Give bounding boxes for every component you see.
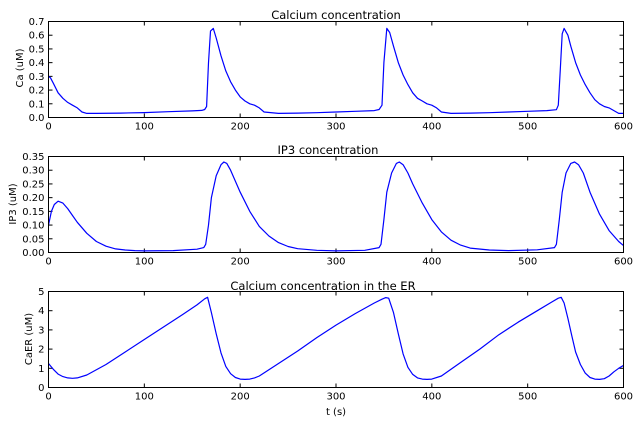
x-tick-label: 200 (231, 122, 250, 133)
x-tick-label: 600 (614, 392, 633, 403)
y-tick-label: 2 (38, 345, 44, 356)
ip3-concentration-panel: IP3 concentration IP3 (uM) 0 100 200 300 400… (8, 143, 633, 268)
y-tick-label: 0.05 (22, 234, 44, 245)
y-tick-label: 0.6 (29, 31, 45, 42)
plot-title: Calcium concentration (271, 8, 401, 22)
x-tick-label: 0 (45, 257, 51, 268)
axis-ticks: 0 100 200 300 400 500 600 0 1 2 3 4 5 (38, 287, 633, 403)
y-tick-label: 0.4 (29, 58, 45, 69)
x-tick-label: 300 (326, 392, 345, 403)
plot-title: Calcium concentration in the ER (230, 279, 415, 293)
x-tick-label: 500 (518, 257, 537, 268)
plot-frame (48, 291, 624, 388)
series-layer (48, 296, 624, 380)
x-tick-label: 400 (422, 257, 441, 268)
x-tick-label: 400 (422, 392, 441, 403)
y-tick-label: 0.7 (29, 17, 45, 28)
y-tick-label: 0.30 (22, 166, 44, 177)
y-tick-label: 0.20 (22, 193, 44, 204)
calcium-concentration-panel: Calcium concentration Ca (uM) 0 100 200 300… (15, 8, 633, 133)
y-tick-label: 0.0 (29, 113, 45, 124)
x-tick-label: 0 (45, 392, 51, 403)
series-line (48, 27, 624, 115)
axis-ticks: 0 100 200 300 400 500 600 0.0 0.1 0.2 0.3 0.4 0.5 0.6… (29, 17, 633, 133)
series-line (47, 161, 624, 252)
x-tick-label: 200 (231, 257, 250, 268)
series-layer (48, 27, 624, 115)
x-axis-label: t (s) (326, 407, 346, 418)
y-tick-label: 0.1 (29, 99, 45, 110)
y-tick-label: 0.2 (29, 86, 45, 97)
x-tick-label: 300 (326, 122, 345, 133)
y-tick-label: 0.3 (29, 72, 45, 83)
x-tick-label: 300 (326, 257, 345, 268)
y-tick-label: 3 (38, 325, 44, 336)
y-tick-label: 0.25 (22, 179, 44, 190)
y-tick-label: 0 (38, 383, 44, 394)
y-axis-label: IP3 (uM) (8, 183, 19, 224)
x-tick-label: 400 (422, 122, 441, 133)
series-layer (47, 161, 624, 252)
y-axis-label: Ca (uM) (15, 48, 26, 87)
y-axis-label: CaER (uM) (24, 313, 35, 365)
x-tick-label: 500 (518, 392, 537, 403)
x-tick-label: 600 (614, 122, 633, 133)
axis-ticks: 0 100 200 300 400 500 600 0.00 0.05 0.10 0.15 0.20 0… (22, 152, 633, 268)
y-tick-label: 0.10 (22, 221, 44, 232)
y-tick-label: 0.35 (22, 152, 44, 163)
plot-frame (48, 156, 624, 253)
plot-title: IP3 concentration (278, 143, 379, 157)
x-tick-label: 100 (135, 122, 154, 133)
y-tick-label: 0.5 (29, 44, 45, 55)
y-tick-label: 1 (38, 364, 44, 375)
x-tick-label: 0 (45, 122, 51, 133)
calcium-er-panel: Calcium concentration in the ER CaER (uM… (24, 279, 633, 418)
y-tick-label: 0.00 (22, 248, 44, 259)
x-tick-label: 100 (135, 257, 154, 268)
x-tick-label: 200 (231, 392, 250, 403)
x-tick-label: 600 (614, 257, 633, 268)
y-tick-label: 0.15 (22, 207, 44, 218)
x-tick-label: 100 (135, 392, 154, 403)
series-line (48, 296, 624, 380)
plot-frame (48, 21, 624, 118)
x-tick-label: 500 (518, 122, 537, 133)
y-tick-label: 5 (38, 287, 44, 298)
y-tick-label: 4 (38, 306, 44, 317)
